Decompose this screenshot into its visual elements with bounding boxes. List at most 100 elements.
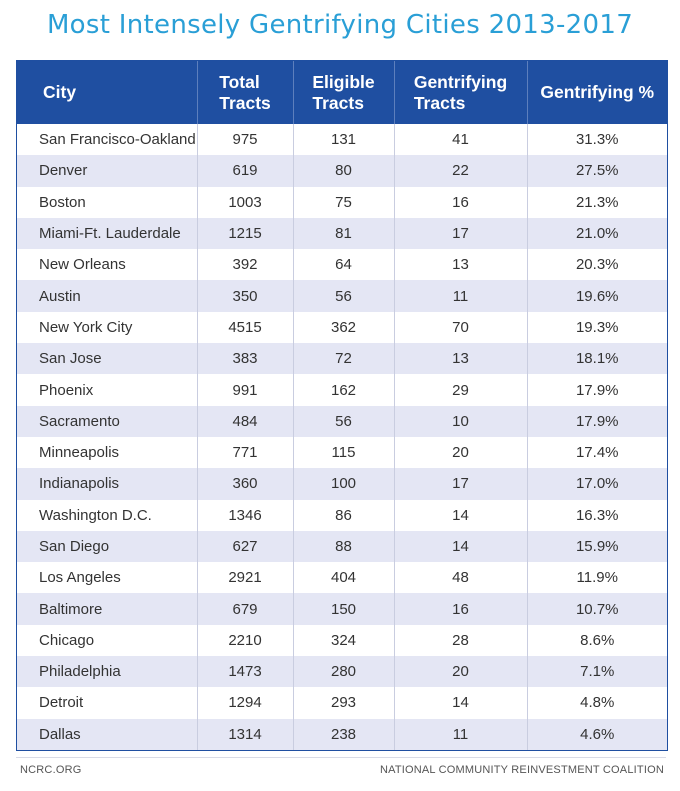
- table-row: Phoenix 991 162 29 17.9%: [17, 374, 667, 406]
- value-cell: 1346: [196, 499, 293, 531]
- column-header-label: Gentrifying %: [540, 82, 655, 102]
- value-cell: 56: [292, 405, 394, 437]
- value-cell: 4515: [196, 311, 293, 344]
- column-header-label: Total: [219, 71, 260, 92]
- value-cell: 324: [292, 624, 394, 657]
- table-row: Detroit 1294 293 14 4.8%: [17, 687, 667, 719]
- value-cell: 41: [393, 124, 527, 156]
- value-cell: 70: [393, 311, 527, 344]
- value-cell: 11.9%: [526, 562, 667, 594]
- value-cell: 17.9%: [526, 405, 667, 437]
- value-cell: 1215: [196, 217, 293, 250]
- city-cell: Philadelphia: [17, 656, 197, 688]
- table-row: New Orleans 392 64 13 20.3%: [17, 249, 667, 281]
- footer-organization: NATIONAL COMMUNITY REINVESTMENT COALITIO…: [379, 764, 664, 776]
- value-cell: 20: [393, 436, 527, 469]
- table-row: Sacramento 484 56 10 17.9%: [17, 405, 667, 437]
- footer-source: NCRC.ORG: [20, 764, 82, 776]
- table-row: San Diego 627 88 14 15.9%: [17, 530, 667, 563]
- value-cell: 2921: [196, 562, 293, 594]
- city-cell: Baltimore: [17, 593, 197, 625]
- column-header-label: Tracts: [413, 92, 466, 113]
- city-cell: Phoenix: [17, 374, 197, 406]
- value-cell: 21.0%: [526, 217, 667, 250]
- value-cell: 484: [196, 405, 293, 437]
- column-header: Eligible Tracts: [292, 61, 394, 124]
- value-cell: 88: [292, 530, 394, 563]
- value-cell: 4.8%: [526, 687, 667, 719]
- city-cell: Detroit: [17, 687, 197, 719]
- value-cell: 20: [393, 656, 527, 688]
- value-cell: 293: [292, 687, 394, 719]
- value-cell: 8.6%: [526, 624, 667, 657]
- table-row: New York City 4515 362 70 19.3%: [17, 311, 667, 344]
- value-cell: 11: [393, 280, 527, 312]
- value-cell: 56: [292, 280, 394, 312]
- value-cell: 17.9%: [526, 374, 667, 406]
- value-cell: 17: [393, 217, 527, 250]
- value-cell: 362: [292, 311, 394, 344]
- value-cell: 10.7%: [526, 593, 667, 625]
- city-cell: Indianapolis: [17, 468, 197, 500]
- value-cell: 4.6%: [526, 718, 667, 750]
- table-row: Minneapolis 771 115 20 17.4%: [17, 436, 667, 469]
- footer: NCRC.ORG NATIONAL COMMUNITY REINVESTMENT…: [16, 757, 666, 778]
- column-header-label: Eligible: [312, 71, 375, 92]
- value-cell: 19.6%: [526, 280, 667, 312]
- table-row: Miami-Ft. Lauderdale 1215 81 17 21.0%: [17, 217, 667, 250]
- city-cell: Austin: [17, 280, 197, 312]
- value-cell: 619: [196, 155, 293, 187]
- value-cell: 14: [393, 499, 527, 531]
- table-row: Baltimore 679 150 16 10.7%: [17, 593, 667, 625]
- value-cell: 360: [196, 468, 293, 500]
- value-cell: 975: [196, 124, 293, 156]
- city-cell: Miami-Ft. Lauderdale: [17, 217, 197, 250]
- value-cell: 22: [393, 155, 527, 187]
- value-cell: 75: [292, 186, 394, 218]
- column-header-label: Tracts: [219, 92, 271, 113]
- value-cell: 1294: [196, 687, 293, 719]
- value-cell: 14: [393, 530, 527, 563]
- value-cell: 29: [393, 374, 527, 406]
- table-body: San Francisco-Oakland 975 131 41 31.3% Denver…: [17, 124, 667, 750]
- column-header-label: City: [43, 82, 77, 102]
- city-cell: San Jose: [17, 343, 197, 375]
- value-cell: 20.3%: [526, 249, 667, 281]
- table-row: Chicago 2210 324 28 8.6%: [17, 624, 667, 657]
- value-cell: 16: [393, 186, 527, 218]
- value-cell: 27.5%: [526, 155, 667, 187]
- value-cell: 81: [292, 217, 394, 250]
- value-cell: 392: [196, 249, 293, 281]
- column-header-label: Gentrifying: [413, 71, 508, 92]
- column-header-label: Tracts: [312, 92, 364, 113]
- value-cell: 80: [292, 155, 394, 187]
- value-cell: 64: [292, 249, 394, 281]
- value-cell: 7.1%: [526, 656, 667, 688]
- column-header: City: [17, 61, 197, 124]
- table-row: Washington D.C. 1346 86 14 16.3%: [17, 499, 667, 531]
- city-cell: Dallas: [17, 718, 197, 750]
- value-cell: 238: [292, 718, 394, 750]
- table-row: Los Angeles 2921 404 48 11.9%: [17, 562, 667, 594]
- city-cell: New York City: [17, 311, 197, 344]
- value-cell: 13: [393, 343, 527, 375]
- column-header: Gentrifying %: [526, 61, 667, 124]
- value-cell: 31.3%: [526, 124, 667, 156]
- value-cell: 1003: [196, 186, 293, 218]
- value-cell: 17.4%: [526, 436, 667, 469]
- value-cell: 771: [196, 436, 293, 469]
- value-cell: 627: [196, 530, 293, 563]
- value-cell: 28: [393, 624, 527, 657]
- city-cell: Washington D.C.: [17, 499, 197, 531]
- table-row: Philadelphia 1473 280 20 7.1%: [17, 656, 667, 688]
- city-cell: New Orleans: [17, 249, 197, 281]
- value-cell: 162: [292, 374, 394, 406]
- table-row: San Francisco-Oakland 975 131 41 31.3%: [17, 124, 667, 156]
- value-cell: 115: [292, 436, 394, 469]
- city-cell: Sacramento: [17, 405, 197, 437]
- value-cell: 17: [393, 468, 527, 500]
- chart-title: Most Intensely Gentrifying Cities 2013-2…: [46, 10, 634, 40]
- value-cell: 131: [292, 124, 394, 156]
- city-cell: Los Angeles: [17, 562, 197, 594]
- value-cell: 21.3%: [526, 186, 667, 218]
